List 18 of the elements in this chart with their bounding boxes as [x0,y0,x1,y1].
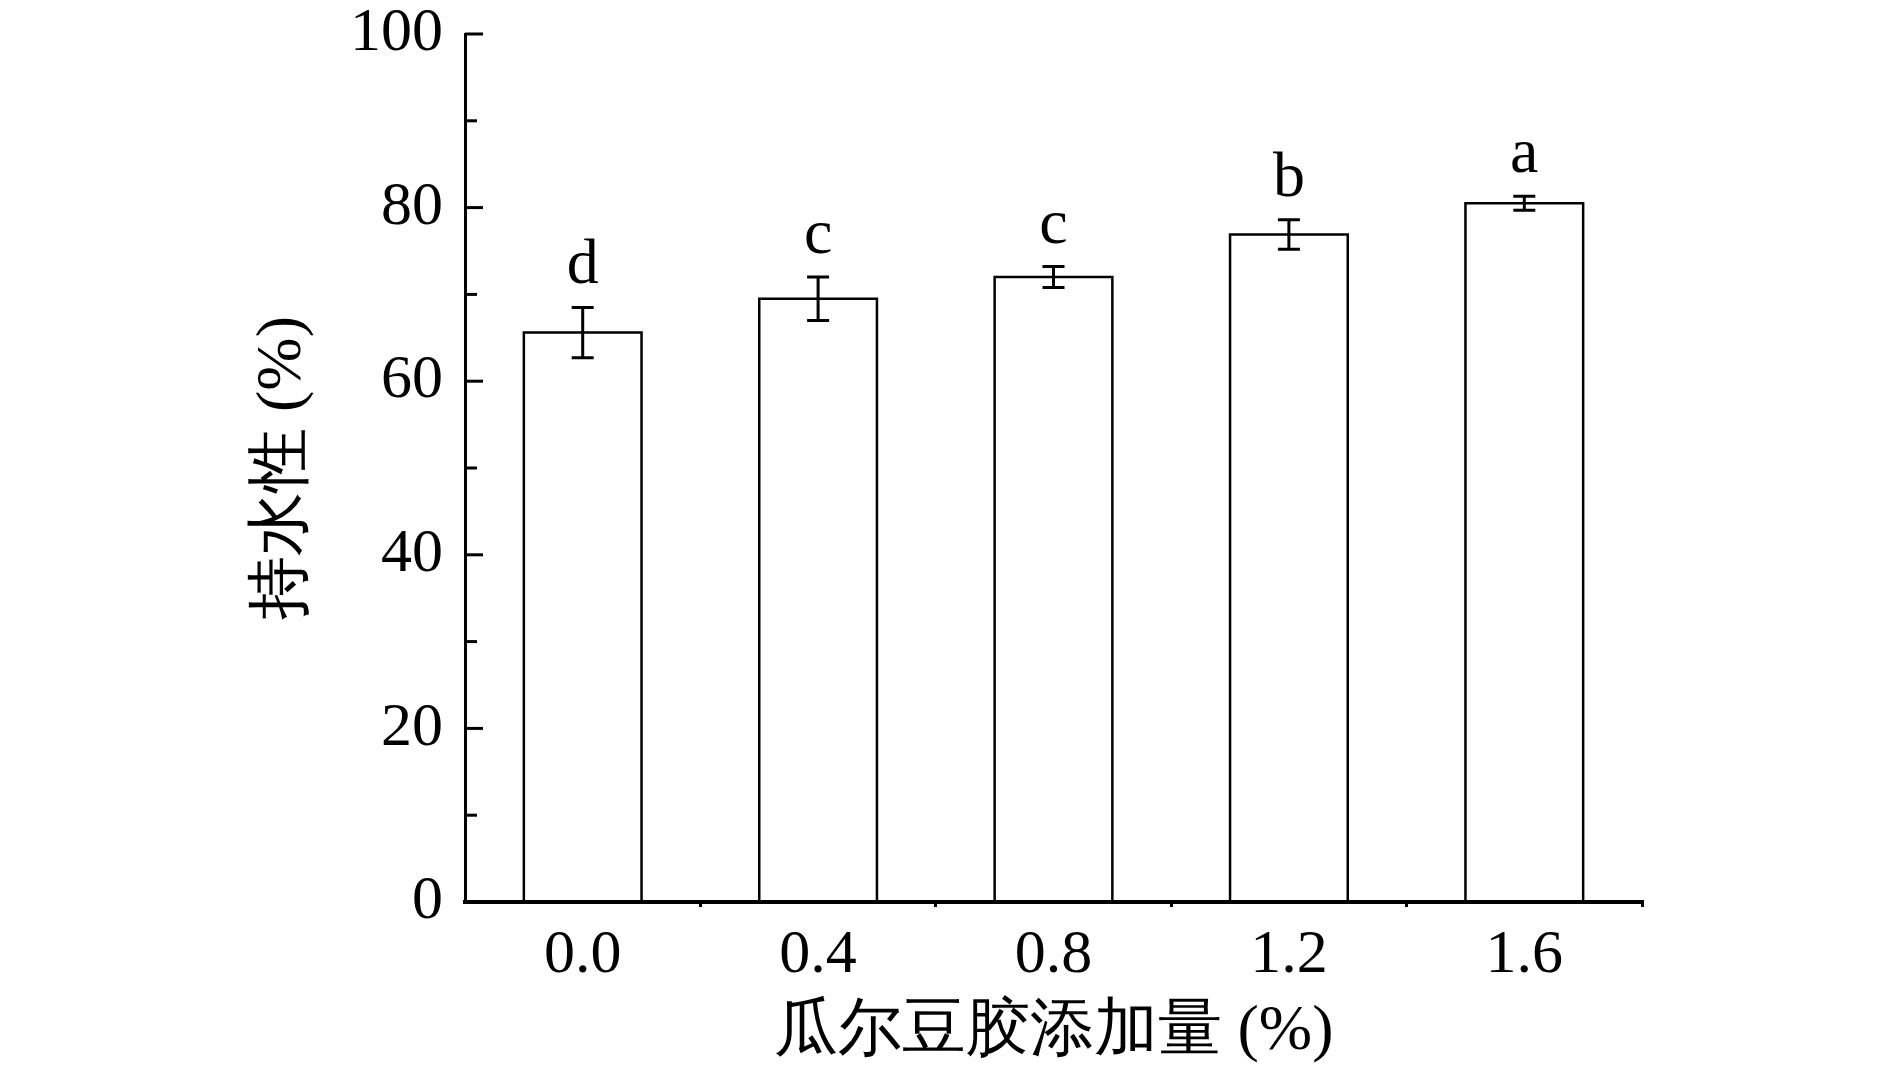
x-tick-label: 0.4 [779,917,857,986]
x-tick-label: 1.6 [1485,917,1564,986]
y-tick-label: 60 [381,342,443,411]
annotation: a [1510,115,1539,187]
x-tick-label: 1.2 [1250,917,1328,986]
annotation: c [803,196,833,268]
x-tick-label: 0.8 [1014,917,1093,986]
y-tick-label: 40 [381,516,443,585]
annotation: d [566,226,599,298]
annotation: c [1039,185,1068,257]
y-tick-label: 100 [350,0,443,64]
y-tick-label: 20 [381,689,443,758]
y-axis-title: 持水性 (%) [243,316,315,620]
y-tick-label: 0 [412,863,443,932]
annotation: b [1272,138,1305,210]
x-axis-title: 瓜尔豆胶添加量 (%) [773,992,1334,1064]
y-tick-label: 80 [381,168,443,237]
x-tick-label: 0.0 [543,917,622,986]
